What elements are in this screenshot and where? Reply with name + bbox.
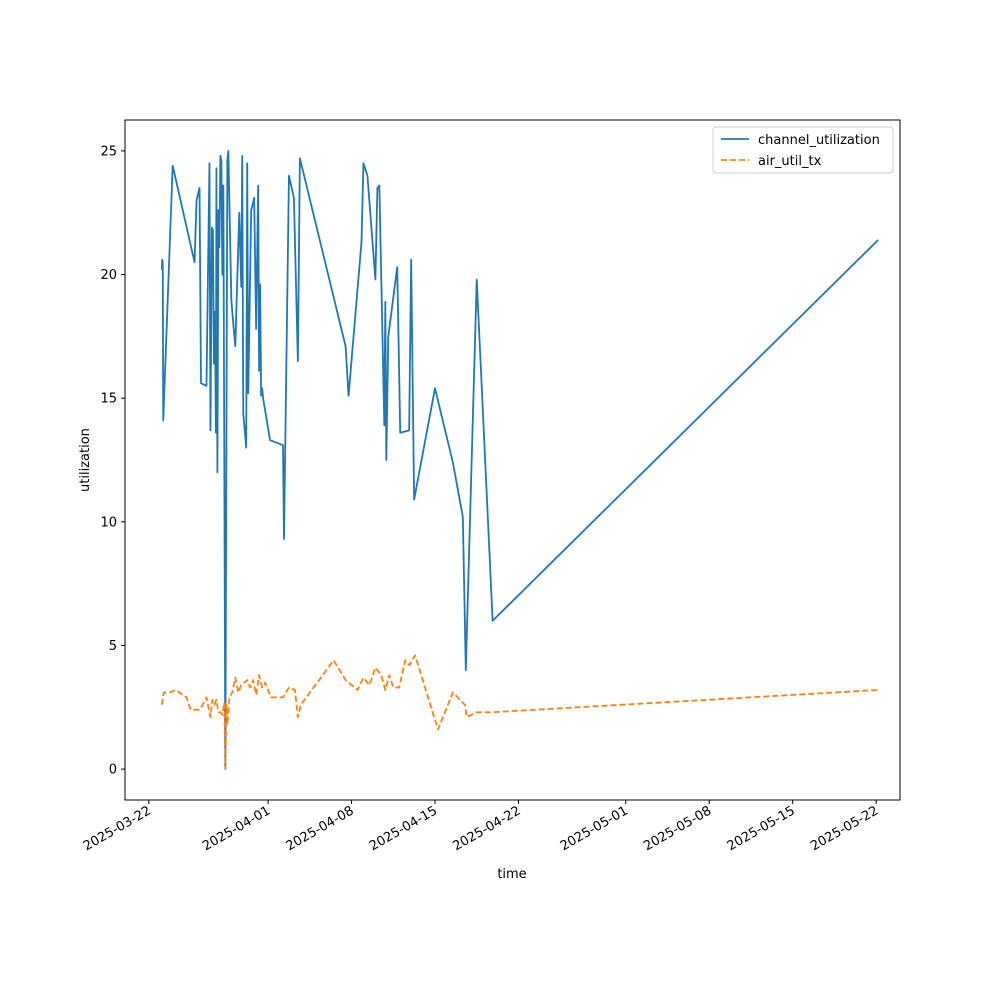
y-tick-label: 10 (100, 515, 117, 530)
y-tick-label: 15 (100, 392, 117, 407)
series-layer (160, 150, 879, 770)
series-line-channel-utilization (160, 150, 879, 770)
x-axis-label: time (497, 867, 526, 882)
y-axis-label: utilization (78, 428, 93, 492)
y-tick-label: 25 (100, 144, 117, 159)
y-tick-label: 0 (109, 763, 117, 778)
legend-label-air-util-tx: air_util_tx (758, 154, 822, 169)
legend: channel_utilization air_util_tx (712, 126, 894, 174)
series-line-air-util-tx (160, 654, 879, 770)
plot-area (124, 119, 901, 801)
y-tick-label: 5 (109, 639, 117, 654)
y-tick-label: 20 (100, 268, 117, 283)
legend-box (712, 126, 894, 174)
axes-frame (124, 119, 901, 801)
y-axis-ticks: 0 5 10 15 20 25 (100, 144, 125, 778)
legend-label-channel-utilization: channel_utilization (758, 133, 880, 148)
